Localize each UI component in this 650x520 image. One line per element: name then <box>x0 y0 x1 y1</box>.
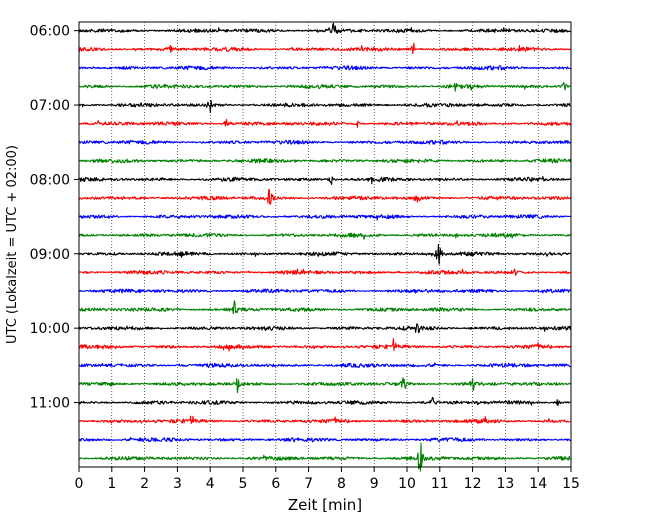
plot-frame <box>78 21 572 468</box>
trace-1145 <box>78 442 571 472</box>
trace-0815 <box>78 188 571 205</box>
x-tick-label: 2 <box>140 476 149 492</box>
trace-0715 <box>78 118 571 129</box>
trace-0930 <box>78 288 571 294</box>
y-tick-label: 09:00 <box>30 247 70 263</box>
trace-0800 <box>78 176 571 185</box>
seismic-traces <box>78 22 571 472</box>
y-axis: 06:00 07:00 08:00 09:00 10:00 11:00 <box>30 24 79 412</box>
grid-lines <box>111 22 539 467</box>
x-tick-label: 13 <box>496 476 514 492</box>
x-tick-label: 15 <box>562 476 580 492</box>
y-tick-label: 08:00 <box>30 172 70 188</box>
trace-0630 <box>78 65 571 71</box>
x-tick-label: 3 <box>173 476 182 492</box>
y-tick-label: 11:00 <box>30 396 70 412</box>
x-tick-label: 9 <box>370 476 379 492</box>
x-tick-label: 10 <box>398 476 416 492</box>
trace-0730 <box>78 139 571 145</box>
x-tick-label: 12 <box>464 476 482 492</box>
trace-0845 <box>78 232 571 240</box>
trace-0615 <box>78 42 571 55</box>
x-tick-label: 5 <box>239 476 248 492</box>
trace-1015 <box>78 337 571 352</box>
y-axis-label: UTC (Lokalzeit = UTC + 02:00) <box>5 145 20 344</box>
trace-0945 <box>78 300 571 315</box>
x-tick-label: 7 <box>304 476 313 492</box>
y-tick-label: 07:00 <box>30 98 70 114</box>
x-axis-label: Zeit [min] <box>288 496 362 514</box>
x-tick-label: 1 <box>107 476 116 492</box>
x-axis: 0 1 2 3 4 5 6 7 8 9 10 11 12 13 14 15 <box>75 467 580 492</box>
trace-1100 <box>78 396 571 407</box>
trace-0700 <box>78 99 571 113</box>
trace-1000 <box>78 323 571 334</box>
y-tick-label: 06:00 <box>30 24 70 40</box>
x-tick-label: 8 <box>337 476 346 492</box>
trace-1130 <box>78 436 571 443</box>
x-tick-label: 11 <box>431 476 449 492</box>
trace-0830 <box>78 214 571 221</box>
x-tick-label: 14 <box>529 476 547 492</box>
trace-1115 <box>78 415 571 425</box>
x-tick-label: 4 <box>206 476 215 492</box>
trace-0745 <box>78 158 571 164</box>
y-tick-label: 10:00 <box>30 321 70 337</box>
trace-1045 <box>78 377 571 394</box>
x-tick-label: 6 <box>271 476 280 492</box>
trace-0900 <box>78 243 571 265</box>
trace-0915 <box>78 268 571 277</box>
trace-1030 <box>78 362 571 368</box>
x-tick-label: 0 <box>75 476 84 492</box>
trace-0600 <box>78 22 571 34</box>
trace-0645 <box>78 81 571 92</box>
